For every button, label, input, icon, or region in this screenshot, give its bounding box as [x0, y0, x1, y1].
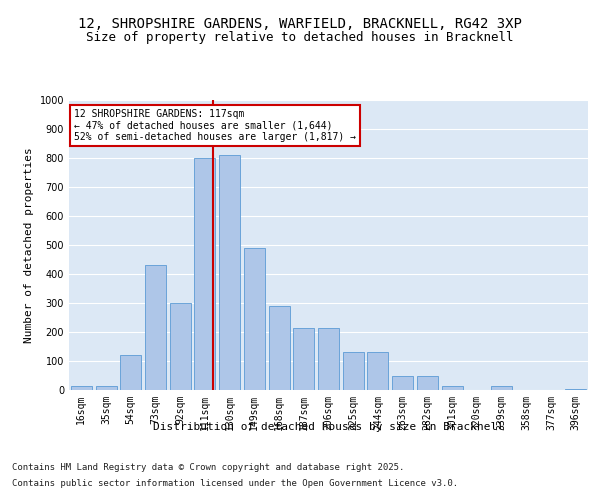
Bar	[219, 155, 240, 390]
Bar	[145, 266, 166, 390]
Bar	[170, 303, 191, 390]
Bar	[194, 158, 215, 390]
Text: 12 SHROPSHIRE GARDENS: 117sqm
← 47% of detached houses are smaller (1,644)
52% o: 12 SHROPSHIRE GARDENS: 117sqm ← 47% of d…	[74, 108, 356, 142]
Bar	[343, 352, 364, 390]
Bar	[491, 386, 512, 390]
Bar	[269, 306, 290, 390]
Text: Contains HM Land Registry data © Crown copyright and database right 2025.: Contains HM Land Registry data © Crown c…	[12, 462, 404, 471]
Bar	[367, 352, 388, 390]
Bar	[565, 388, 586, 390]
Text: 12, SHROPSHIRE GARDENS, WARFIELD, BRACKNELL, RG42 3XP: 12, SHROPSHIRE GARDENS, WARFIELD, BRACKN…	[78, 18, 522, 32]
Text: Contains public sector information licensed under the Open Government Licence v3: Contains public sector information licen…	[12, 479, 458, 488]
Bar	[95, 386, 116, 390]
Text: Distribution of detached houses by size in Bracknell: Distribution of detached houses by size …	[154, 422, 504, 432]
Y-axis label: Number of detached properties: Number of detached properties	[24, 147, 34, 343]
Bar	[442, 386, 463, 390]
Bar	[392, 376, 413, 390]
Bar	[293, 328, 314, 390]
Bar	[120, 355, 141, 390]
Bar	[244, 248, 265, 390]
Bar	[417, 376, 438, 390]
Bar	[318, 328, 339, 390]
Text: Size of property relative to detached houses in Bracknell: Size of property relative to detached ho…	[86, 31, 514, 44]
Bar	[71, 386, 92, 390]
